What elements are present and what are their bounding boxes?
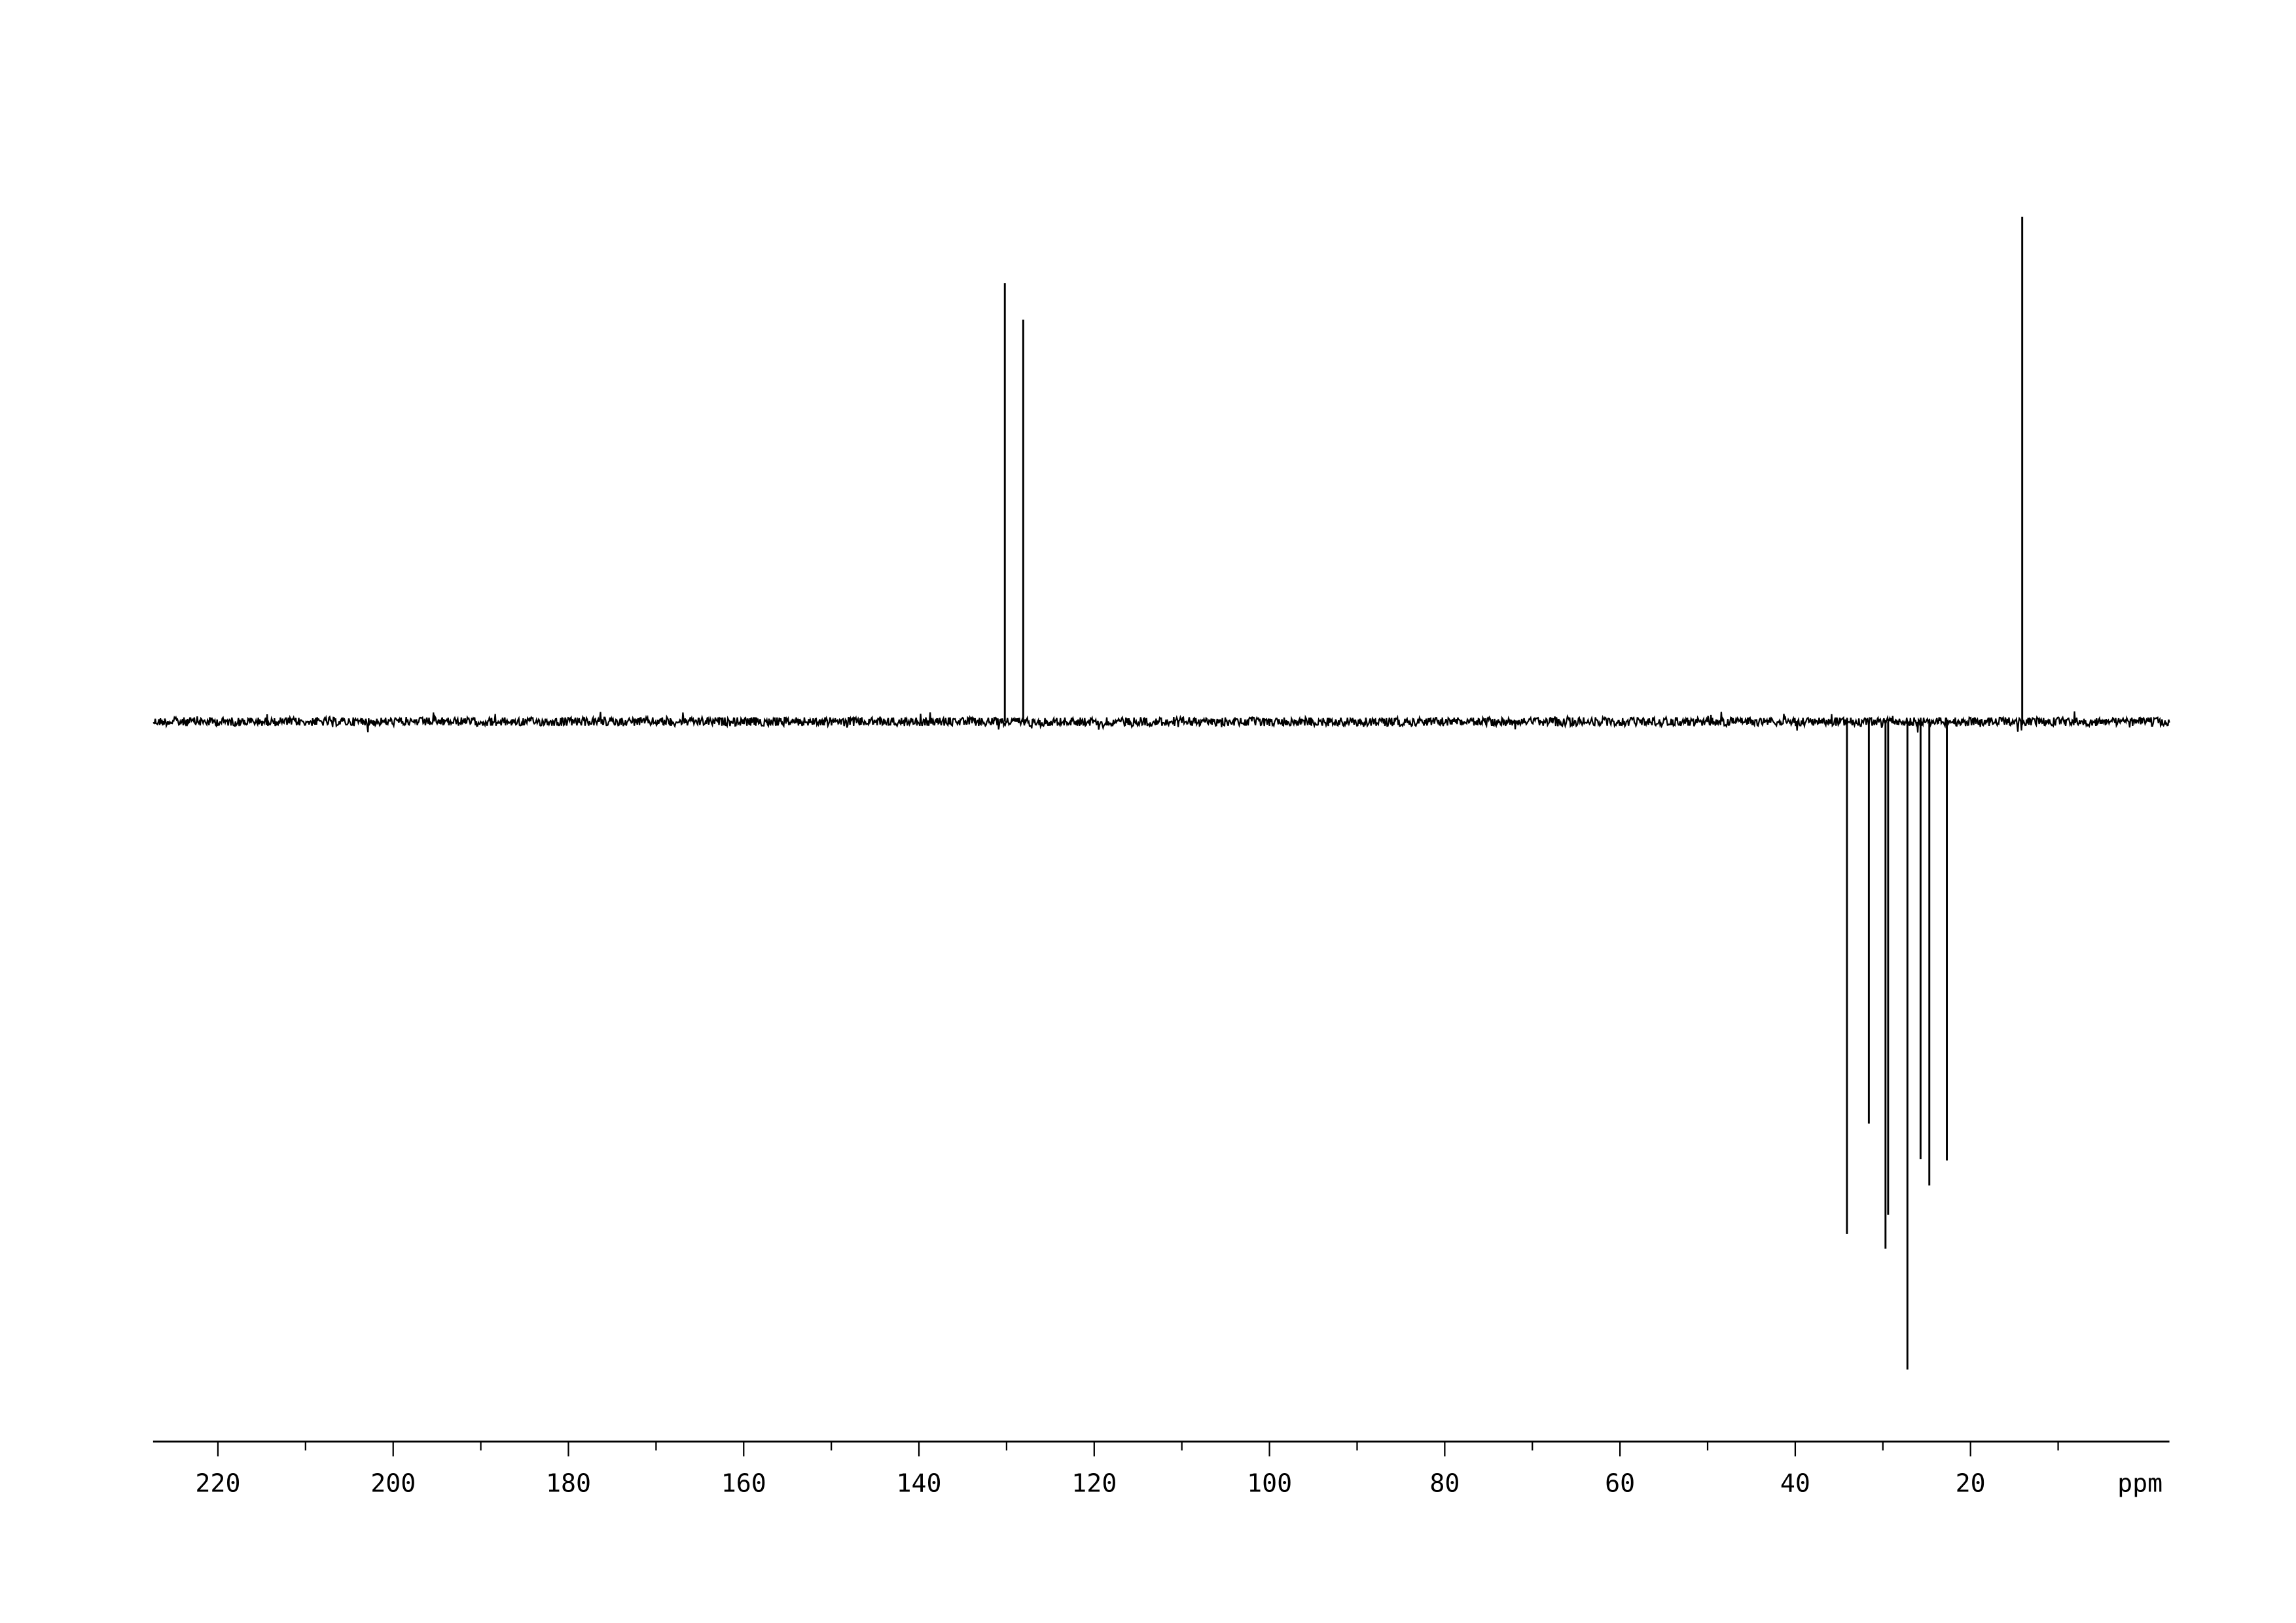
spectrum-trace bbox=[152, 217, 2170, 1370]
x-axis: 220 200 180 160 140 120 100 80 60 40 20 ppm bbox=[152, 1440, 2170, 1498]
x-tick-label: 60 bbox=[1605, 1469, 1635, 1498]
baseline-noise bbox=[152, 711, 2170, 733]
x-tick-label: 20 bbox=[1956, 1469, 1986, 1498]
x-tick-label: 40 bbox=[1780, 1469, 1810, 1498]
x-tick-label: 200 bbox=[370, 1469, 416, 1498]
x-tick-label: 220 bbox=[195, 1469, 240, 1498]
x-tick-label: 180 bbox=[546, 1469, 591, 1498]
x-tick-label: 80 bbox=[1429, 1469, 1460, 1498]
x-tick-label: 160 bbox=[721, 1469, 766, 1498]
x-axis-label: ppm bbox=[2117, 1469, 2162, 1498]
x-tick-label: 120 bbox=[1071, 1469, 1117, 1498]
x-tick-label: 140 bbox=[897, 1469, 942, 1498]
x-tick-label: 100 bbox=[1247, 1469, 1292, 1498]
